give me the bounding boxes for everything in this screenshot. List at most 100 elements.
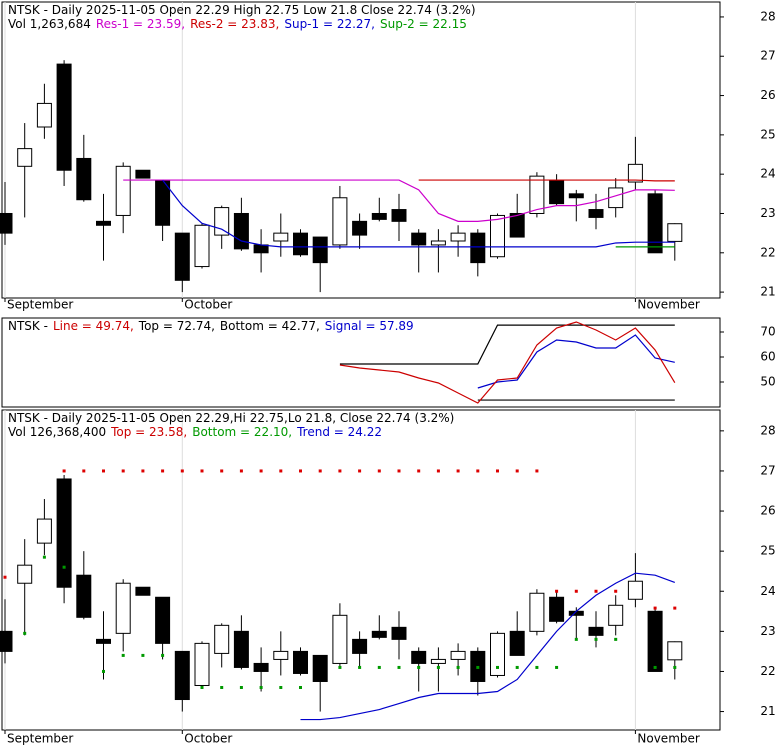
y-tick-label: 27: [760, 463, 775, 477]
candle-body: [332, 197, 348, 246]
y-tick-label: 21: [760, 285, 775, 299]
dot: [161, 469, 165, 473]
series-line: [162, 179, 675, 248]
y-tick-label: 70: [760, 325, 775, 339]
dot: [121, 469, 125, 473]
dot: [82, 469, 86, 473]
candle-body: [135, 586, 151, 596]
candle-body: [430, 240, 446, 246]
dot: [397, 469, 401, 473]
candle-body: [391, 209, 407, 222]
candle-body: [509, 630, 525, 656]
y-tick-label: 24: [760, 167, 775, 181]
candle-body: [411, 232, 427, 246]
candle-body: [430, 658, 446, 664]
header-part: Signal = 57.89: [325, 319, 414, 333]
candle-body: [568, 193, 584, 199]
candle-body: [647, 193, 663, 254]
candle-body: [214, 207, 230, 236]
dot: [456, 469, 460, 473]
dot: [279, 469, 283, 473]
dot: [239, 469, 243, 473]
dot: [614, 637, 618, 641]
dot: [614, 589, 618, 593]
header: NTSK - Line = 49.74, Top = 72.74, Bottom = …: [8, 319, 414, 333]
candle-body: [293, 650, 308, 674]
header-part: Trend = 24.22: [296, 425, 382, 439]
header-part: Res-2 = 23.83,: [190, 17, 279, 31]
candle-body: [529, 592, 545, 632]
panel-frame: [1, 409, 721, 731]
series-line: [300, 572, 676, 721]
dot: [338, 469, 342, 473]
header-part: Bottom = 22.10,: [192, 425, 292, 439]
candle-body: [371, 630, 387, 638]
y-tick-label: 27: [760, 49, 775, 63]
candle-body: [96, 220, 111, 226]
candle-body: [529, 175, 545, 214]
y-tick-label: 26: [760, 88, 775, 102]
header: Vol 126,368,400 Top = 23.58, Bottom = 22.1…: [8, 425, 382, 439]
header-part: Sup-2 = 22.15: [380, 17, 467, 31]
candle-body: [647, 610, 663, 672]
dot: [535, 469, 539, 473]
dot: [141, 653, 145, 657]
candle-body: [214, 624, 230, 654]
candle-body: [549, 596, 565, 622]
candle-body: [352, 220, 368, 236]
y-tick-label: 50: [760, 375, 775, 389]
candle-body: [391, 626, 407, 640]
y-tick-label: 23: [760, 624, 775, 638]
y-tick-label: 28: [760, 9, 775, 23]
y-tick-label: 21: [760, 704, 775, 718]
dot: [23, 631, 27, 635]
dot: [200, 685, 204, 689]
header: NTSK - Daily 2025-11-05 Open 22.29,Hi 22…: [8, 411, 454, 425]
y-tick-label: 60: [760, 350, 775, 364]
candle-body: [411, 650, 427, 664]
series-line: [477, 334, 675, 389]
dot: [574, 637, 578, 641]
dot: [377, 665, 381, 669]
candle-body: [667, 641, 683, 661]
x-tick-label: November: [637, 732, 699, 745]
candle-body: [56, 478, 72, 588]
header-part: NTSK - Daily 2025-11-05 Open 22.29 High …: [8, 3, 476, 17]
y-tick-label: 22: [760, 245, 775, 259]
dot: [338, 665, 342, 669]
candle-body: [36, 102, 52, 128]
y-tick-label: 25: [760, 127, 775, 141]
dot: [3, 575, 7, 579]
candle-body: [233, 212, 249, 250]
dot: [220, 469, 224, 473]
header-part: NTSK -: [8, 319, 48, 333]
series-line: [418, 179, 675, 182]
header-part: Vol 126,368,400: [8, 425, 106, 439]
candle-body: [450, 650, 466, 660]
dot: [299, 469, 302, 473]
dot: [62, 469, 66, 473]
candle-body: [155, 596, 171, 644]
candle-body: [470, 232, 486, 264]
candle-body: [273, 232, 289, 242]
dot: [673, 665, 677, 669]
candle-body: [352, 638, 368, 654]
header-part: Top = 72.74,: [138, 319, 215, 333]
dot: [515, 469, 519, 473]
dot: [259, 469, 263, 473]
candle-body: [509, 212, 525, 238]
dot: [62, 565, 66, 569]
candle-body: [332, 614, 348, 664]
series-line: [339, 321, 676, 404]
candle-body: [273, 650, 289, 660]
dot: [555, 589, 559, 593]
dot: [653, 606, 657, 610]
candle-body: [194, 642, 210, 686]
dot: [42, 555, 46, 559]
y-tick-label: 22: [760, 664, 775, 678]
dot: [102, 669, 105, 673]
dot: [161, 653, 165, 657]
dot: [436, 665, 440, 669]
candle-body: [588, 626, 604, 636]
